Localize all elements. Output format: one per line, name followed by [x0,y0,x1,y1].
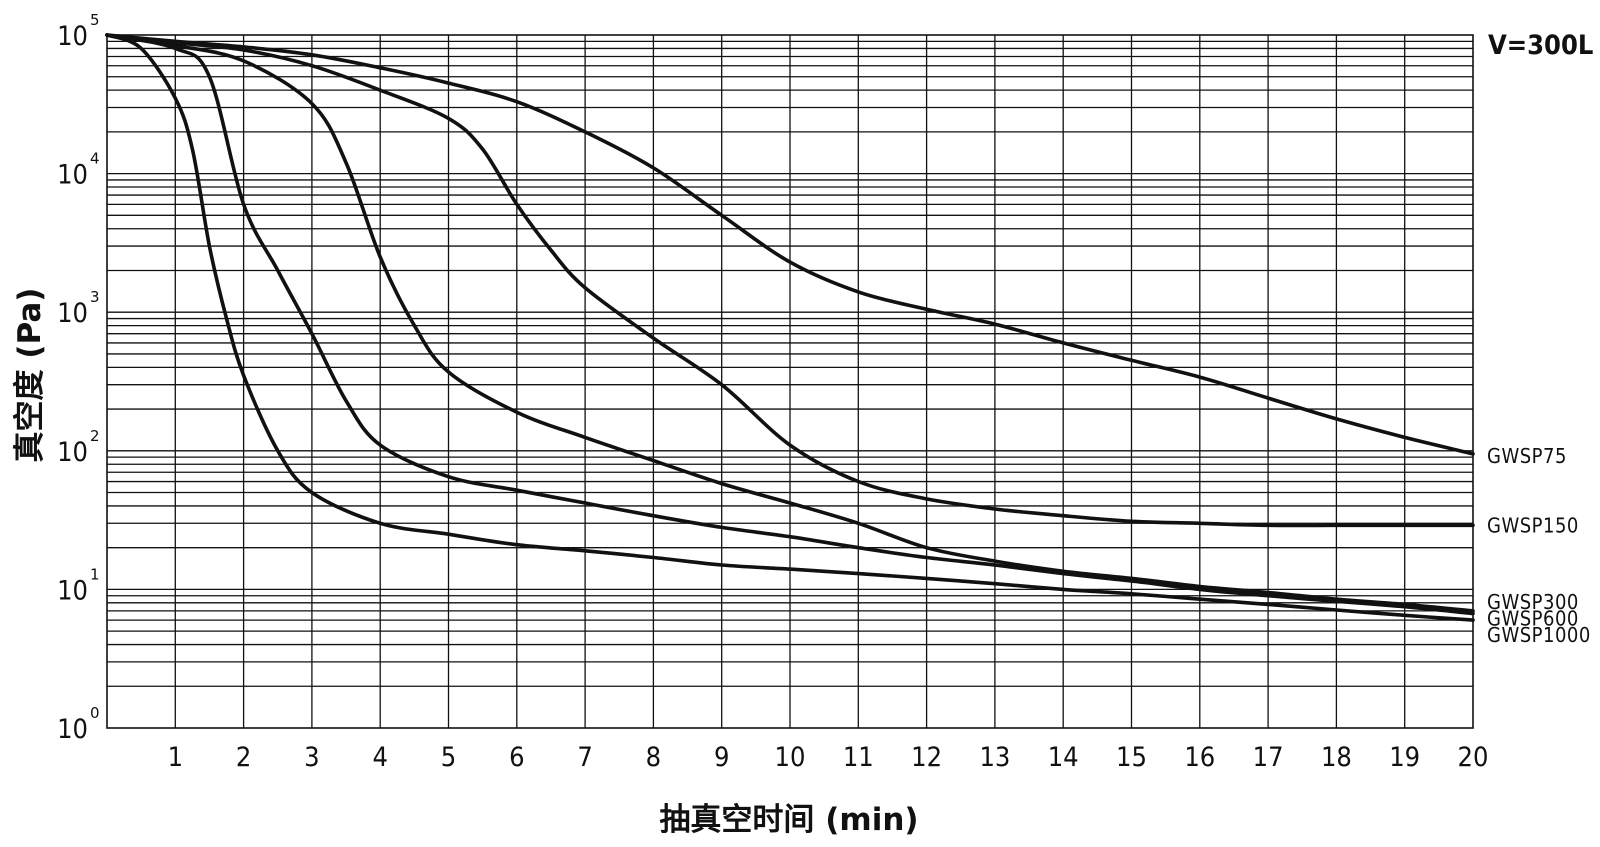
series-line-gwsp600 [105,33,1475,616]
x-tick-label: 13 [979,742,1010,773]
series-label-gwsp1000: GWSP1000 [1487,623,1591,647]
y-tick-exponent: 2 [90,427,100,445]
x-tick-label: 1 [168,742,183,773]
series-line-gwsp1000 [105,33,1475,622]
y-tick-base: 10 [57,160,88,191]
x-tick-label: 8 [646,742,661,773]
y-tick-label: 104 [57,150,99,191]
series-line-gwsp75 [105,33,1475,456]
y-tick-base: 10 [57,298,88,329]
y-tick-label: 105 [57,11,99,52]
x-tick-label: 14 [1048,742,1079,773]
y-tick-exponent: 0 [90,704,100,722]
y-tick-exponent: 1 [90,565,100,583]
x-tick-label: 10 [775,742,806,773]
y-tick-label: 102 [57,427,99,468]
y-tick-label: 103 [57,288,99,329]
x-tick-label: 2 [236,742,251,773]
x-tick-label: 7 [577,742,592,773]
y-axis-title: 真空度 (Pa) [12,288,48,463]
x-tick-label: 19 [1389,742,1420,773]
series-line-gwsp300 [105,33,1475,613]
y-tick-exponent: 5 [90,11,100,29]
x-tick-label: 3 [304,742,319,773]
plot-frame [106,34,1474,729]
y-tick-base: 10 [57,575,88,606]
x-tick-label: 17 [1253,742,1284,773]
chart-curves [105,33,1475,622]
x-tick-label: 20 [1458,742,1489,773]
y-tick-base: 10 [57,437,88,468]
y-tick-base: 10 [57,21,88,52]
x-axis-title: 抽真空时间 (min) [659,802,918,838]
chart-grid [107,35,1473,728]
x-tick-label: 11 [843,742,874,773]
y-tick-label: 100 [57,704,99,745]
x-tick-label: 9 [714,742,729,773]
x-tick-label: 16 [1184,742,1215,773]
volume-annotation: V=300L [1488,30,1593,61]
x-tick-label: 12 [911,742,942,773]
y-tick-label: 101 [57,565,99,606]
x-tick-label: 6 [509,742,524,773]
y-tick-exponent: 3 [90,288,100,306]
x-tick-label: 5 [441,742,456,773]
series-label-gwsp75: GWSP75 [1487,444,1567,468]
x-axis-ticks: 1 2 3 4 5 6 7 8 9 10 11 12 13 14 15 16 17 18 19 20 [168,742,1489,773]
series-label-gwsp600: GWSP600 [1487,607,1579,631]
series-line-gwsp150 [105,33,1475,528]
series-label-gwsp300: GWSP300 [1487,590,1579,614]
y-tick-exponent: 4 [90,150,100,168]
x-tick-label: 15 [1116,742,1147,773]
series-label-gwsp150: GWSP150 [1487,513,1579,537]
x-tick-label: 4 [372,742,387,773]
x-tick-label: 18 [1321,742,1352,773]
y-tick-base: 10 [57,714,88,745]
